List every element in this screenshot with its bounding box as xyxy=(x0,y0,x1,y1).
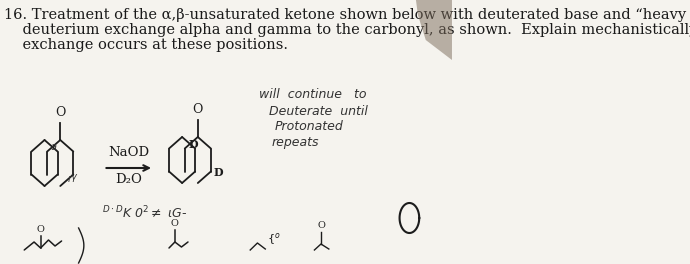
Text: repeats: repeats xyxy=(272,136,319,149)
Text: NaOD: NaOD xyxy=(108,146,149,159)
Text: deuterium exchange alpha and gamma to the carbonyl, as shown.  Explain mechanist: deuterium exchange alpha and gamma to th… xyxy=(4,23,690,37)
Text: O: O xyxy=(37,225,45,234)
Text: r: r xyxy=(68,175,72,185)
Text: exchange occurs at these positions.: exchange occurs at these positions. xyxy=(4,38,288,52)
Text: O: O xyxy=(171,219,179,228)
Text: D: D xyxy=(213,167,223,178)
Text: Deuterate  until: Deuterate until xyxy=(268,105,368,118)
Text: D: D xyxy=(188,139,198,149)
Text: O: O xyxy=(193,103,203,116)
Text: $\gamma$: $\gamma$ xyxy=(70,172,78,183)
Text: O: O xyxy=(55,106,66,119)
Text: $^{D\cdot D}$K 0$^{2}$$\neq$ $\iota$G-: $^{D\cdot D}$K 0$^{2}$$\neq$ $\iota$G- xyxy=(101,205,187,221)
Text: O: O xyxy=(317,221,325,230)
Polygon shape xyxy=(416,0,452,60)
Text: D₂O: D₂O xyxy=(115,173,142,186)
Text: $\{^o$: $\{^o$ xyxy=(267,231,281,247)
Text: will  continue   to: will continue to xyxy=(259,88,366,101)
Text: Protonated: Protonated xyxy=(275,120,344,133)
Text: 16. Treatment of the α,β-unsaturated ketone shown below with deuterated base and: 16. Treatment of the α,β-unsaturated ket… xyxy=(4,8,690,22)
Text: a: a xyxy=(50,142,57,152)
